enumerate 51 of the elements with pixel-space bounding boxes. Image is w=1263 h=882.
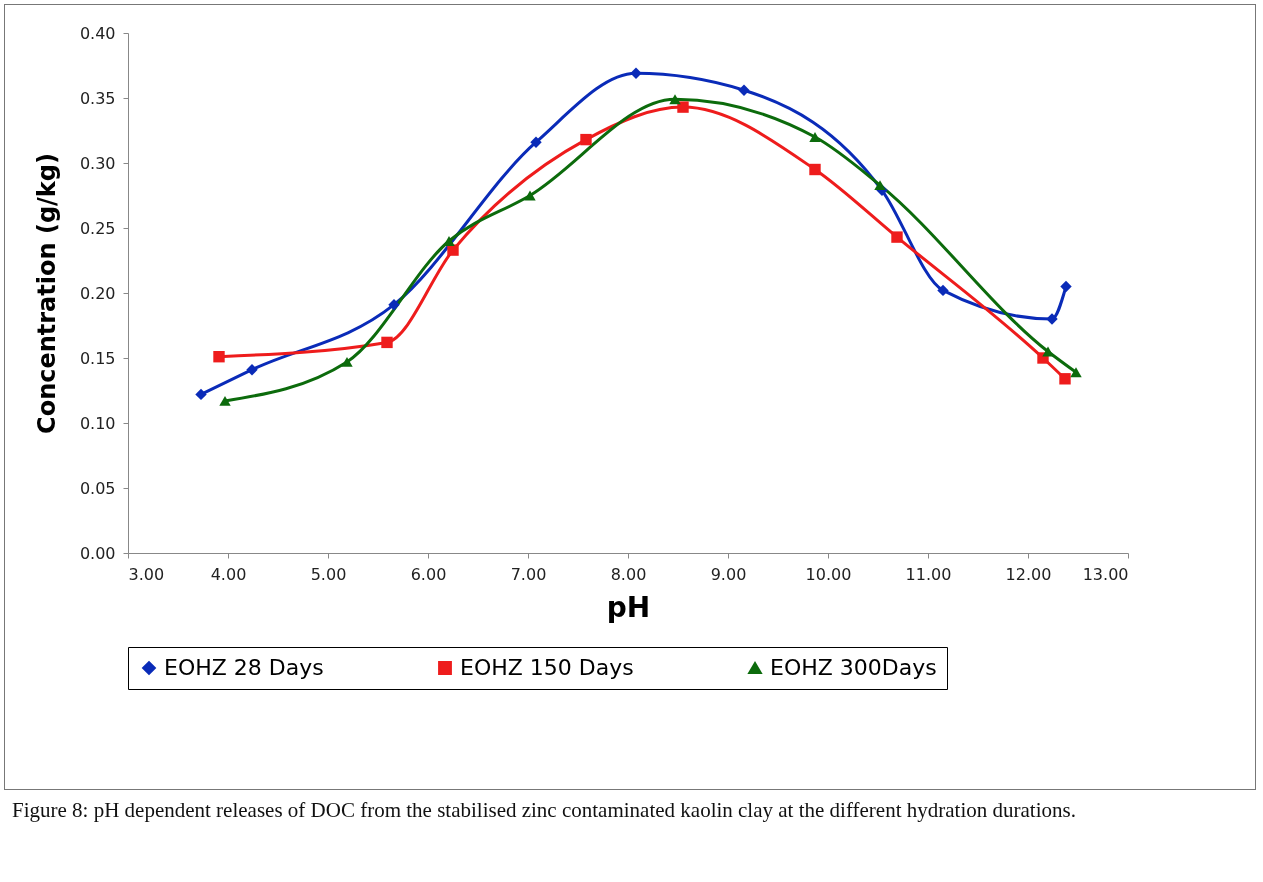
y-tick-label: 0.10 <box>79 413 116 433</box>
point <box>809 132 821 142</box>
x-tick-label: 4.00 <box>210 564 247 584</box>
point <box>669 94 681 105</box>
x-tick-label: 5.00 <box>310 564 347 584</box>
point <box>1059 373 1071 385</box>
point <box>381 336 393 349</box>
point <box>891 231 903 243</box>
y-tick-label: 0.15 <box>79 348 116 368</box>
x-tick-label: 12.00 <box>1005 564 1052 584</box>
y-tick-label: 0.05 <box>79 478 116 498</box>
x-tick-label: 10.00 <box>805 564 852 584</box>
point <box>1070 367 1082 378</box>
point <box>447 244 459 256</box>
point <box>874 180 886 191</box>
point <box>809 163 821 176</box>
point <box>677 101 689 113</box>
point <box>219 395 231 406</box>
y-axis-title: Concentration (g/kg) <box>32 153 61 434</box>
x-tick-label: 3.00 <box>128 564 165 584</box>
legend-label: EOHZ 300Days <box>770 655 937 680</box>
y-tick-label: 0.35 <box>79 88 116 108</box>
point <box>388 299 400 311</box>
point <box>213 351 225 363</box>
x-axis-title: pH <box>606 590 651 624</box>
point <box>630 67 642 79</box>
legend-label: EOHZ 150 Days <box>460 655 634 680</box>
x-tick-label: 7.00 <box>510 564 547 584</box>
point <box>1046 313 1058 325</box>
legend-label: EOHZ 28 Days <box>164 655 324 680</box>
y-tick-label: 0.20 <box>79 283 116 303</box>
point <box>524 190 536 201</box>
x-tick-label: 8.00 <box>610 564 647 584</box>
x-tick-label: 13.00 <box>1082 564 1129 584</box>
point <box>195 388 207 401</box>
caption: Figure 8: pH dependent releases of DOC from the stabilised zinc contaminated kaolin clay at the different hydration durations. <box>12 797 1077 824</box>
x-tick-label: 11.00 <box>905 564 952 584</box>
point <box>530 136 542 148</box>
point <box>341 356 353 367</box>
y-tick-label: 0.40 <box>79 23 116 43</box>
point <box>1042 346 1054 357</box>
point <box>580 133 592 146</box>
point <box>738 84 750 96</box>
y-tick-label: 0.25 <box>79 218 116 238</box>
point <box>246 364 258 376</box>
point <box>937 284 949 297</box>
y-tick-label: 0.00 <box>79 543 116 563</box>
x-tick-label: 6.00 <box>410 564 447 584</box>
point <box>1060 280 1072 293</box>
x-tick-label: 9.00 <box>710 564 747 584</box>
y-tick-label: 0.30 <box>79 153 116 173</box>
